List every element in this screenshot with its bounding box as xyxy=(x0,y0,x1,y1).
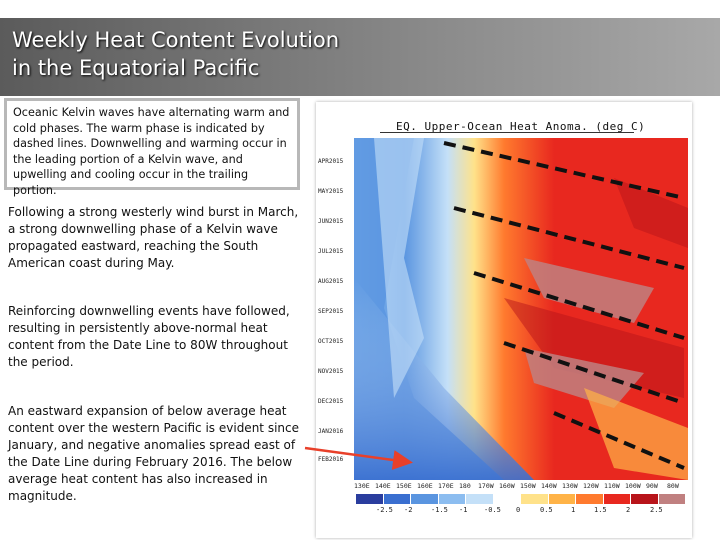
x-label: 140W xyxy=(541,482,557,490)
colorbar-labels: -2.5 -2 -1.5 -1 -0.5 0 0.5 1 1.5 2 2.5 xyxy=(354,506,688,516)
colorbar-label: -1 xyxy=(459,506,468,514)
heat-anomaly-plot xyxy=(354,138,688,480)
colorbar-label: -2 xyxy=(404,506,413,514)
colorbar-cell xyxy=(603,494,631,504)
neutral-band xyxy=(374,138,424,398)
paragraph-below-average-expansion: An eastward expansion of below average h… xyxy=(8,404,299,503)
slide-title: Weekly Heat Content Evolution in the Equ… xyxy=(12,26,339,82)
x-label: 80W xyxy=(667,482,679,490)
kelvin-wave-dash-5 xyxy=(553,411,685,470)
colorbar-cell xyxy=(631,494,659,504)
x-label: 150E xyxy=(396,482,412,490)
x-label: 180 xyxy=(459,482,471,490)
colorbar-cell xyxy=(493,494,521,504)
figure-title-rule xyxy=(380,132,634,133)
colorbar-label: 0 xyxy=(516,506,521,514)
colorbar-cell xyxy=(356,494,384,504)
y-label: AUG2015 xyxy=(318,278,344,285)
colorbar-cell xyxy=(383,494,411,504)
y-label: MAY2015 xyxy=(318,188,344,195)
x-label: 150W xyxy=(520,482,536,490)
x-label: 100W xyxy=(625,482,641,490)
cold-expansion xyxy=(354,278,534,480)
colorbar-cell xyxy=(466,494,494,504)
colorbar-label: 2.5 xyxy=(650,506,663,514)
y-label: JUN2015 xyxy=(318,218,344,225)
colorbar-cell xyxy=(548,494,576,504)
colorbar-label: -2.5 xyxy=(376,506,393,514)
x-label: 170W xyxy=(478,482,494,490)
arrow-line xyxy=(304,446,413,470)
x-label: 90W xyxy=(646,482,658,490)
slide-title-line-1: Weekly Heat Content Evolution xyxy=(12,28,340,52)
y-axis-labels: APR2015 MAY2015 JUN2015 JUL2015 AUG2015 … xyxy=(316,138,354,478)
colorbar-label: 1 xyxy=(571,506,576,514)
x-label: 160W xyxy=(499,482,515,490)
kelvin-wave-dash-1 xyxy=(443,141,685,200)
x-label: 120W xyxy=(583,482,599,490)
y-label: DEC2015 xyxy=(318,398,344,405)
x-label: 130W xyxy=(562,482,578,490)
y-label: FEB2016 xyxy=(318,456,344,463)
x-label: 170E xyxy=(438,482,454,490)
title-bar: Weekly Heat Content Evolution in the Equ… xyxy=(0,18,720,96)
kelvin-wave-note-box: Oceanic Kelvin waves have alternating wa… xyxy=(4,98,300,197)
colorbar-label: 2 xyxy=(626,506,631,514)
colorbar-label: -0.5 xyxy=(484,506,501,514)
kelvin-wave-dash-2 xyxy=(453,206,685,270)
colorbar-cell xyxy=(438,494,466,504)
colorbar-cell xyxy=(411,494,439,504)
hovmoller-figure: EQ. Upper-Ocean Heat Anoma. (deg C) APR2… xyxy=(316,102,692,538)
figure-title: EQ. Upper-Ocean Heat Anoma. (deg C) xyxy=(396,120,646,133)
x-label: 160E xyxy=(417,482,433,490)
y-label: NOV2015 xyxy=(318,368,344,375)
colorbar-cell xyxy=(658,494,686,504)
colorbar xyxy=(356,494,686,504)
colorbar-label: -1.5 xyxy=(431,506,448,514)
paragraph-westerly-wind-burst: Following a strong westerly wind burst i… xyxy=(8,205,299,270)
colorbar-cell xyxy=(576,494,604,504)
x-label: 140E xyxy=(375,482,391,490)
x-axis-labels: 130E 140E 150E 160E 170E 180 170W 160W 1… xyxy=(354,482,688,494)
y-label: APR2015 xyxy=(318,158,344,165)
kelvin-wave-dash-4 xyxy=(503,341,685,405)
warm-core-2 xyxy=(524,258,654,323)
x-label: 130E xyxy=(354,482,370,490)
colorbar-label: 0.5 xyxy=(540,506,553,514)
slide-title-line-2: in the Equatorial Pacific xyxy=(12,56,260,80)
colorbar-label: 1.5 xyxy=(594,506,607,514)
y-label: SEP2015 xyxy=(318,308,344,315)
y-label: JUL2015 xyxy=(318,248,344,255)
x-label: 110W xyxy=(604,482,620,490)
y-label: JAN2016 xyxy=(318,428,344,435)
warm-core-3 xyxy=(524,348,644,408)
y-label: OCT2015 xyxy=(318,338,344,345)
colorbar-cell xyxy=(521,494,549,504)
warm-core-4 xyxy=(614,178,688,248)
paragraph-downwelling-events: Reinforcing downwelling events have foll… xyxy=(8,304,290,369)
